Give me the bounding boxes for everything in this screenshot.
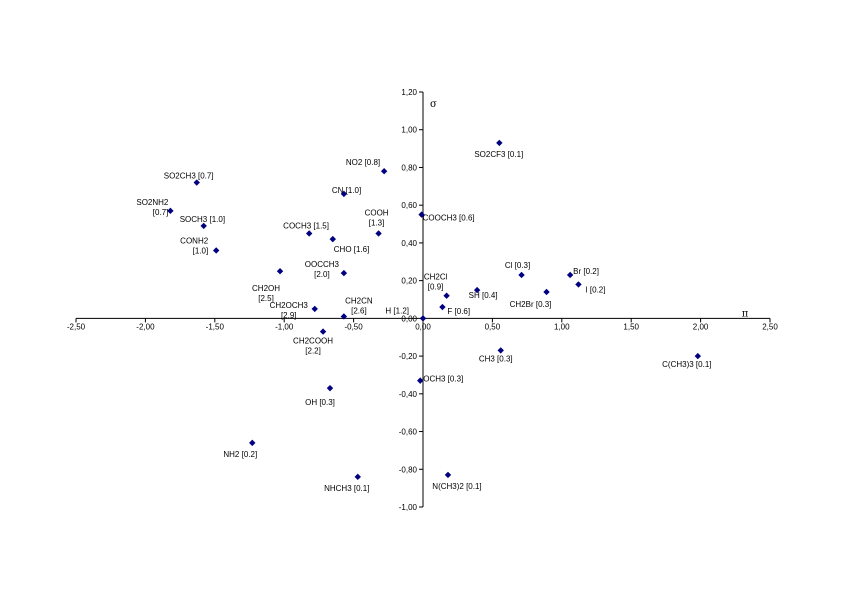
x-tick-label: -1,00 <box>275 322 294 331</box>
data-point-label: [1.3] <box>369 218 385 227</box>
data-point-marker <box>380 168 388 175</box>
x-tick-label: 2,50 <box>762 322 778 331</box>
data-point-label: F [0.6] <box>447 307 470 316</box>
data-point-label: [2.9] <box>281 311 297 320</box>
data-point-label: [2.0] <box>314 270 330 279</box>
data-point-marker <box>276 268 284 275</box>
data-point-marker <box>518 271 525 279</box>
y-tick-label: 0,40 <box>401 239 417 248</box>
data-point-label: CH2Br [0.3] <box>510 300 552 309</box>
y-tick-label: -0,60 <box>399 428 418 437</box>
data-point-label: COOH <box>365 208 389 217</box>
data-point-label: SOCH3 [1.0] <box>180 215 225 224</box>
data-point-label: OH [0.3] <box>305 398 335 407</box>
data-point-marker <box>212 247 220 254</box>
y-tick-label: -0,40 <box>399 390 418 399</box>
data-point-label: NHCH3 [0.1] <box>324 484 369 493</box>
x-tick-label: -2,00 <box>136 322 155 331</box>
data-point-label: SH [0.4] <box>469 291 498 300</box>
data-point-label: [2.5] <box>258 294 274 303</box>
data-point-label: CHO [1.6] <box>334 245 370 254</box>
data-point-marker <box>497 347 504 354</box>
y-tick-label: 0,60 <box>401 201 417 210</box>
data-point-marker <box>473 286 481 294</box>
data-point-marker <box>249 439 256 447</box>
data-point-label: SO2CH3 [0.7] <box>164 172 214 181</box>
data-point-label: CH2Cl <box>424 273 448 282</box>
data-point-label: CH2COOH <box>293 337 333 346</box>
y-tick-label: -0,20 <box>399 352 418 361</box>
x-tick-label: -0,50 <box>344 322 363 331</box>
data-point-marker <box>694 352 702 360</box>
data-point-marker <box>326 384 334 392</box>
data-point-label: CONH2 <box>180 236 209 245</box>
data-point-marker <box>311 305 318 313</box>
data-point-marker <box>193 179 200 186</box>
data-point-marker <box>375 230 382 237</box>
data-point-label: SO2NH2 <box>136 198 169 207</box>
data-point-marker <box>419 315 427 322</box>
data-point-marker <box>200 222 207 230</box>
x-tick-label: 2,00 <box>693 322 709 331</box>
data-point-marker <box>340 269 348 277</box>
data-point-label: H [1.2] <box>385 306 409 315</box>
data-point-label: SO2CF3 [0.1] <box>474 150 523 159</box>
data-point-label: [2.2] <box>305 347 321 356</box>
data-point-label: CH2OCH3 <box>270 301 309 310</box>
x-axis-title: π <box>742 308 749 319</box>
data-point-label: CH3 [0.3] <box>479 354 513 363</box>
data-point-label: [2.6] <box>351 306 367 315</box>
data-point-marker <box>305 230 313 237</box>
data-point-marker <box>543 288 550 296</box>
data-point-label: COOCH3 [0.6] <box>423 214 475 223</box>
y-tick-label: 1,20 <box>401 88 417 97</box>
data-point-marker <box>417 377 424 384</box>
data-point-label: NH2 [0.2] <box>223 450 257 459</box>
data-point-label: OOCCH3 <box>305 260 340 269</box>
data-point-marker <box>575 281 582 288</box>
data-point-marker <box>566 271 574 279</box>
data-point-label: Cl [0.3] <box>505 261 530 270</box>
x-tick-label: 0,50 <box>485 322 501 331</box>
data-point-marker <box>444 471 452 479</box>
data-point-marker <box>443 292 450 299</box>
data-point-marker <box>340 313 348 320</box>
data-point-label: NO2 [0.8] <box>346 158 380 167</box>
data-point-marker <box>354 473 361 481</box>
data-point-label: CH2OH <box>252 284 280 293</box>
data-point-label: N(CH3)2 [0.1] <box>432 482 481 491</box>
data-point-label: COCH3 [1.5] <box>283 221 329 230</box>
x-tick-label: -1,50 <box>206 322 225 331</box>
y-tick-label: 0,20 <box>401 277 417 286</box>
data-point-marker <box>418 211 425 218</box>
y-tick-label: -0,80 <box>399 465 418 474</box>
data-point-label: [1.0] <box>193 246 209 255</box>
data-point-marker <box>167 207 174 215</box>
x-tick-label: 1,50 <box>623 322 639 331</box>
data-point-label: OCH3 [0.3] <box>423 375 463 384</box>
x-tick-label: 1,00 <box>554 322 570 331</box>
data-point-marker <box>329 235 336 243</box>
data-point-label: C(CH3)3 [0.1] <box>662 360 711 369</box>
y-tick-label: 0,80 <box>401 163 417 172</box>
y-axis-title: σ <box>430 99 437 110</box>
data-point-marker <box>340 190 348 198</box>
data-point-label: Br [0.2] <box>573 267 599 276</box>
data-point-label: [0.9] <box>428 283 444 292</box>
data-point-label: CN [1.0] <box>332 186 361 195</box>
data-point-label: [0.7] <box>153 208 169 217</box>
y-tick-label: -1,00 <box>399 503 418 512</box>
data-point-label: I [0.2] <box>585 285 605 294</box>
data-point-marker <box>319 328 327 335</box>
data-point-label: CH2CN <box>345 296 373 305</box>
data-point-marker <box>439 303 446 311</box>
y-tick-label: 1,00 <box>401 126 417 135</box>
origin-label: 0,00 <box>401 314 417 323</box>
x-tick-label: -2,50 <box>67 322 86 331</box>
data-point-marker <box>496 139 503 147</box>
x-tick-label: 0,00 <box>415 322 431 331</box>
